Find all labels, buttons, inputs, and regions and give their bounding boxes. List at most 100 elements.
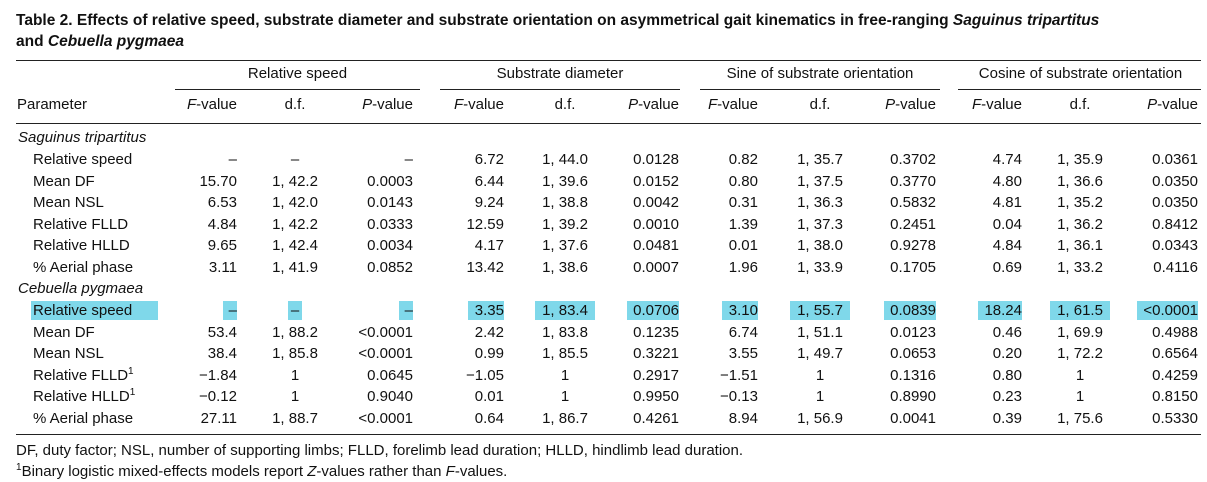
table-cell: −1.05 [466, 366, 504, 384]
footnote-text-mid: -values rather than [316, 463, 446, 480]
table-row: Relative HLLD 9.65 1, 42.4 0.0034 4.17 1, 37.… [16, 235, 1201, 256]
table-cell: – [345, 300, 413, 321]
table-cell: 0.0003 [367, 172, 413, 190]
row-label: Relative HLLD [33, 237, 130, 255]
group-header-cosine-orientation: Cosine of substrate orientation [978, 65, 1183, 82]
table-cell: 1.96 [728, 259, 758, 276]
highlight-mark [399, 301, 413, 320]
table-cell: 0.1316 [890, 366, 936, 384]
table-cell: 0.3770 [890, 172, 936, 190]
caption-species-2: Cebuella pygmaea [47, 33, 184, 50]
table-cell: 1, 72.2 [1057, 345, 1103, 363]
table-cell: 1, 36.6 [1057, 172, 1103, 190]
table-cell: 1 [1075, 388, 1085, 406]
table-row: Mean DF 53.4 1, 88.2 <0.0001 2.42 1, 83.8 0.12… [16, 322, 1201, 343]
table-cell: −1.84 [199, 366, 237, 384]
table-cell: 0.80 [728, 172, 758, 190]
table-cell: 0.0010 [633, 215, 679, 233]
table-cell: 1, 56.9 [797, 410, 843, 427]
table-cell: 0.39 [992, 410, 1022, 427]
highlight-mark [722, 301, 758, 320]
table-cell: 1, 44.0 [542, 151, 588, 168]
table-cell: 0.0128 [633, 151, 679, 168]
table-cell: 0.5832 [890, 194, 936, 212]
table-cell: <0.0001 [358, 345, 413, 363]
table-cell: 0.0123 [890, 323, 936, 341]
table-cell: 0.64 [474, 410, 504, 427]
table-cell: 0.0839 [870, 300, 936, 321]
table-cell: 1, 33.9 [797, 259, 843, 276]
table-cell: 13.42 [466, 259, 504, 276]
table-cell: 0.0706 [615, 300, 679, 321]
table-cell: 1 [560, 366, 570, 384]
table-cell: 0.6564 [1152, 345, 1198, 363]
table-cell: 0.1235 [633, 323, 679, 341]
table-cell: 9.24 [474, 194, 504, 212]
table-cell: 8.94 [728, 410, 758, 427]
table-cell: 1 [560, 388, 570, 406]
table-cell: 0.0041 [890, 410, 936, 427]
row-label: Relative FLLD [33, 215, 129, 233]
table-cell: 1, 42.0 [272, 194, 318, 212]
table-cell: 1, 42.2 [272, 215, 318, 233]
row-label: Relative HLLD1 [33, 387, 136, 406]
table-cell: <0.0001 [358, 323, 413, 341]
section-title: Cebuella pygmaea [18, 280, 144, 297]
table-cell: 1, 35.7 [797, 151, 843, 168]
highlight-mark [883, 301, 936, 320]
table-cell: 3.10 [700, 300, 758, 321]
table-cell: 4.74 [992, 151, 1022, 168]
table-cell: 0.82 [728, 151, 758, 168]
table-cell: – [228, 151, 237, 168]
row-label: Mean NSL [33, 194, 104, 212]
group-header-relative-speed: Relative speed [247, 65, 348, 82]
table-row: Mean NSL 6.53 1, 42.0 0.0143 9.24 1, 38.8 0.00… [16, 192, 1201, 213]
footnote-f: F [445, 463, 455, 480]
highlight-mark [288, 301, 302, 320]
table-row: Mean DF 15.70 1, 42.2 0.0003 6.44 1, 39.6 0.01… [16, 171, 1201, 192]
table-cell: 1, 83.8 [542, 323, 588, 341]
table-cell: −0.13 [720, 388, 758, 406]
table-cell: 0.0007 [633, 259, 679, 276]
table-cell: 1 [290, 366, 300, 384]
table-row: Relative speed – – –3.35 1, 83.4 0.0706 3.10 1,… [16, 300, 1201, 321]
table-cell: 6.44 [474, 172, 504, 190]
table-cell: 1, 37.5 [797, 172, 843, 190]
table-cell: 4.17 [474, 237, 504, 255]
highlight-mark [1137, 301, 1198, 320]
column-header-df-value: d.f. [554, 96, 576, 113]
column-header-df-value: d.f. [284, 96, 306, 113]
column-header-df-value: d.f. [1069, 96, 1091, 113]
table-cell: 6.74 [728, 323, 758, 341]
highlight-mark [468, 301, 504, 320]
table-cell: 27.11 [200, 410, 237, 427]
table-cell: 0.2917 [633, 366, 679, 384]
column-header-f-value: F-value [186, 96, 237, 113]
table-cell: 0.80 [992, 366, 1022, 384]
table-cell: 0.0343 [1152, 237, 1198, 255]
row-label: Mean DF [33, 172, 95, 190]
table-row: Relative FLLD 4.84 1, 42.2 0.0333 12.59 1, 39… [16, 214, 1201, 235]
table-cell: 1, 75.6 [1057, 410, 1103, 427]
footnote-ref: 1 [128, 365, 134, 377]
column-header-f-value: F-value [707, 96, 758, 113]
table-cell: 53.4 [207, 323, 237, 341]
table-cell: 0.4988 [1152, 323, 1198, 341]
table-cell: 3.11 [208, 259, 237, 276]
table-cell: – [250, 300, 340, 321]
table-cell: 0.8990 [890, 388, 936, 406]
table-cell: 0.46 [992, 323, 1022, 341]
table-row: % Aerial phase 27.11 1, 88.7 <0.0001 0.64 1, … [16, 408, 1201, 429]
row-label: Relative FLLD1 [33, 365, 134, 384]
column-header-df-value: d.f. [809, 96, 831, 113]
table-cell: 1, 33.2 [1057, 259, 1103, 276]
table-cell: 0.3702 [890, 151, 936, 168]
table-cell: 18.24 [958, 300, 1022, 321]
group-header-sine-orientation: Sine of substrate orientation [726, 65, 914, 82]
table-cell: 0.3221 [633, 345, 679, 363]
table-cell: 0.0481 [633, 237, 679, 255]
table-cell: 9.65 [207, 237, 237, 255]
table-cell: 0.01 [474, 388, 504, 406]
table-cell: 0.20 [992, 345, 1022, 363]
section-title: Saguinus tripartitus [18, 129, 147, 146]
